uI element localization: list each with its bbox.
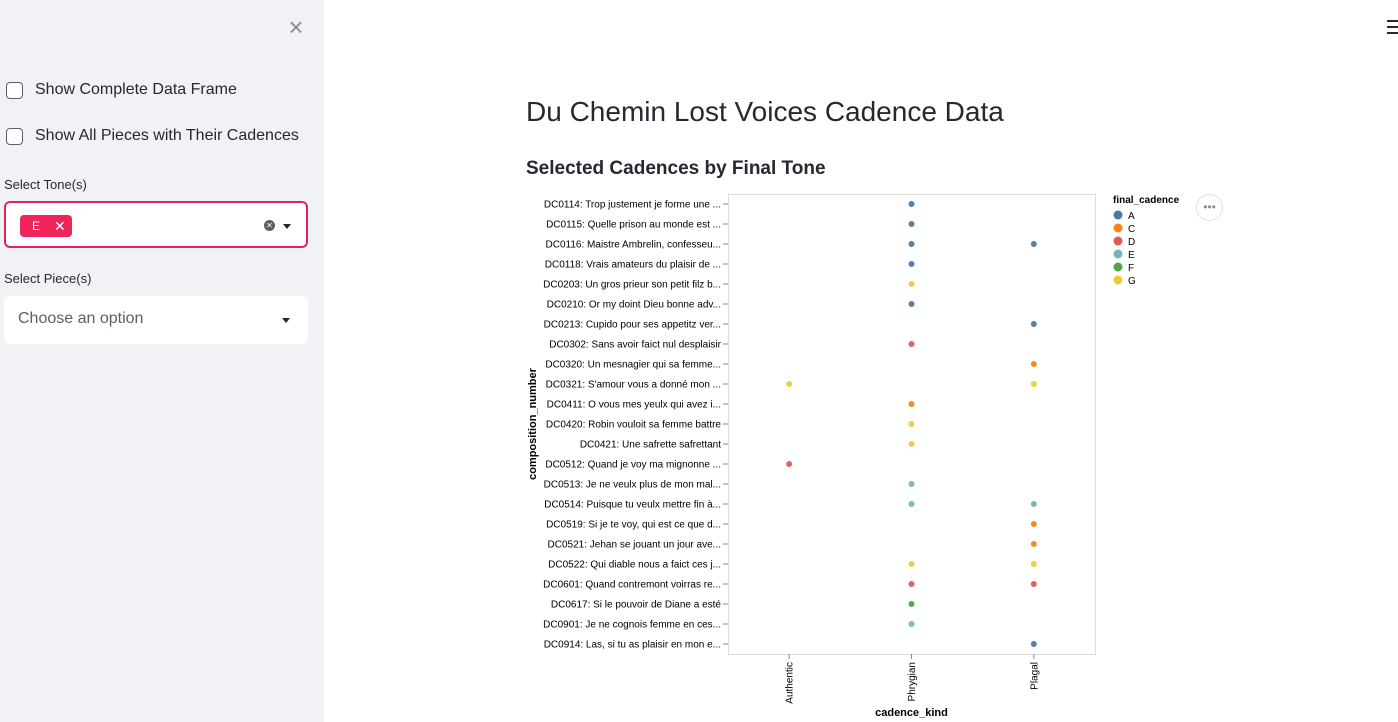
remove-tag-icon[interactable]: ✕ [54, 217, 66, 234]
legend-swatch-F [1113, 262, 1123, 272]
legend-label-G: G [1128, 276, 1136, 287]
data-point-G [1030, 561, 1037, 567]
y-tick-label: DC0320: Un mesnagier qui sa femme... [545, 360, 721, 371]
data-point-E [908, 501, 915, 507]
data-point-G [908, 421, 915, 427]
y-tick-label: DC0522: Qui diable nous a faict ces j... [548, 560, 721, 571]
y-tick-label: DC0210: Or my doint Dieu bonne adv... [547, 300, 721, 311]
y-tick-label: DC0116: Maistre Ambrelin, confesseu... [546, 240, 721, 251]
data-point-G [908, 281, 915, 287]
legend-swatch-C [1113, 223, 1123, 233]
y-tick-label: DC0513: Je ne veulx plus de mon mal... [544, 480, 721, 491]
sidebar: × Show Complete Data Frame Show All Piec… [0, 0, 324, 722]
legend-label-E: E [1128, 250, 1135, 261]
legend-label-F: F [1128, 263, 1134, 274]
checkbox-box[interactable] [6, 127, 23, 145]
y-tick-label: DC0914: Las, si tu as plaisir en mon e..… [544, 640, 721, 651]
legend-title: final_cadence [1113, 195, 1180, 206]
data-point-C [908, 401, 915, 407]
y-tick-label: DC0901: Je ne cognois femme en ces... [543, 620, 721, 631]
y-tick-label: DC0114: Trop justement je forme une ... [544, 200, 721, 211]
x-axis-title: cadence_kind [875, 707, 948, 719]
chart-heading: Selected Cadences by Final Tone [526, 158, 826, 179]
complete-data-frame-checkbox[interactable]: Show Complete Data Frame [6, 78, 237, 102]
data-point-G [786, 381, 793, 387]
legend-swatch-E [1113, 249, 1123, 259]
checkbox-box[interactable] [6, 81, 23, 99]
data-point-D [786, 461, 793, 467]
y-tick-label: DC0519: Si je te voy, qui est ce que d..… [546, 520, 721, 531]
all-pieces-checkbox[interactable]: Show All Pieces with Their Cadences [6, 124, 299, 148]
legend-label-D: D [1128, 237, 1135, 248]
data-point-A [908, 261, 915, 267]
y-tick-label: DC0115: Quelle prison au monde est ... [546, 220, 721, 231]
data-point-A [908, 301, 915, 307]
data-point-C [1030, 521, 1037, 527]
data-point-E [908, 481, 915, 487]
y-tick-label: DC0421: Une safrette safrettant [580, 440, 721, 451]
y-tick-label: DC0302: Sans avoir faict nul desplaisir [549, 340, 721, 351]
page-title: Du Chemin Lost Voices Cadence Data [526, 96, 1004, 127]
data-point-G [908, 561, 915, 567]
y-tick-label: DC0411: O vous mes yeulx qui avez i... [547, 400, 721, 411]
legend-swatch-A [1113, 210, 1123, 220]
y-tick-label: DC0512: Quand je voy ma mignonne ... [545, 460, 721, 471]
y-tick-label: DC0321: S'amour vous a donné mon ... [546, 380, 721, 391]
data-point-D [908, 341, 915, 347]
legend-swatch-D [1113, 236, 1123, 246]
data-point-F [908, 601, 915, 607]
y-tick-label: DC0203: Un gros prieur son petit filz b.… [543, 280, 721, 291]
piece-placeholder: Choose an option [18, 310, 144, 327]
piece-select[interactable]: Choose an option [4, 296, 308, 344]
clear-icon[interactable]: ✕ [264, 220, 275, 231]
piece-label: Select Piece(s) [4, 271, 92, 286]
checkbox-label: Show All Pieces with Their Cadences [35, 127, 299, 144]
tag-label: E [32, 219, 41, 233]
data-point-C [1030, 541, 1037, 547]
data-point-A [908, 241, 915, 247]
y-axis-title: composition_number [527, 367, 539, 480]
y-tick-label: DC0514: Puisque tu veulx mettre fin à... [544, 500, 721, 511]
x-tick-label: Plagal [1029, 662, 1040, 690]
data-point-C [1030, 361, 1037, 367]
menu-icon[interactable] [1387, 20, 1398, 38]
data-point-E [1030, 501, 1037, 507]
data-point-A [1030, 241, 1037, 247]
close-icon[interactable]: × [288, 12, 304, 42]
y-tick-label: DC0118: Vrais amateurs du plaisir de ... [545, 260, 721, 271]
y-tick-label: DC0617: Si le pouvoir de Diane a esté [551, 600, 722, 611]
data-point-D [908, 581, 915, 587]
tone-label: Select Tone(s) [4, 177, 87, 192]
data-point-A [908, 201, 915, 207]
y-tick-label: DC0420: Robin vouloit sa femme battre [546, 420, 722, 431]
y-tick-label: DC0521: Jehan se jouant un jour ave... [548, 540, 721, 551]
x-tick-label: Authentic [785, 662, 796, 704]
data-point-D [1030, 581, 1037, 587]
cadence-scatter-chart: DC0114: Trop justement je forme une ... D… [527, 194, 1180, 719]
chart-actions-icon[interactable]: ••• [1196, 194, 1223, 221]
y-tick-label: DC0213: Cupido pour ses appetitz ver... [544, 320, 721, 331]
data-point-A [1030, 641, 1037, 647]
legend-swatch-G [1113, 275, 1123, 285]
legend-label-A: A [1128, 211, 1135, 222]
data-point-A [1030, 321, 1037, 327]
data-point-E [908, 621, 915, 627]
y-tick-label: DC0601: Quand contremont voirras re... [543, 580, 721, 591]
data-point-G [908, 441, 915, 447]
legend-label-C: C [1128, 224, 1135, 235]
chevron-down-icon[interactable] [282, 318, 290, 323]
data-point-A [908, 221, 915, 227]
checkbox-label: Show Complete Data Frame [35, 81, 237, 98]
x-tick-label: Phrygian [907, 662, 918, 701]
tone-multiselect[interactable]: E ✕ ✕ [4, 201, 308, 248]
chevron-down-icon[interactable] [283, 224, 291, 229]
data-point-G [1030, 381, 1037, 387]
selected-tone-tag: E ✕ [20, 215, 72, 237]
